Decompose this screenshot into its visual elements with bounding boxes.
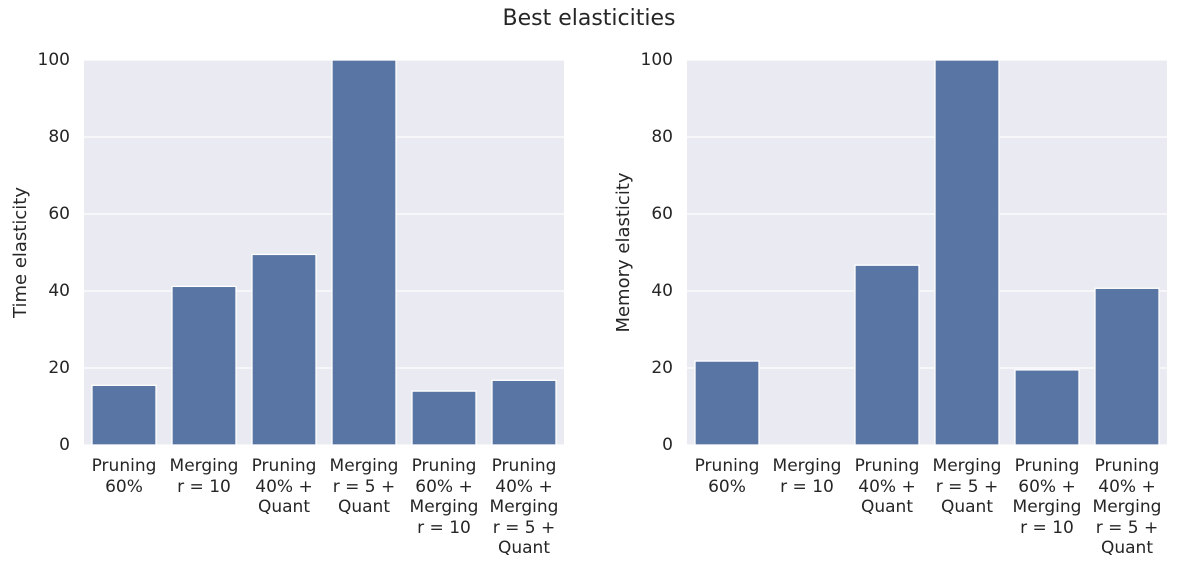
x-tick-label: Pruning 60% + Merging r = 10 [1012,456,1082,538]
bar [251,253,317,446]
bar [694,360,760,446]
bar [491,379,557,446]
y-tick-label: 60 [651,204,673,224]
y-tick-label: 20 [48,358,70,378]
bar [1094,287,1160,446]
x-tick-label: Merging r = 5 + Quant [932,456,1002,517]
y-tick-label: 100 [641,50,673,70]
y-tick-label: 0 [59,435,70,455]
y-tick-label: 20 [651,358,673,378]
bar [1014,369,1080,446]
x-tick-label: Merging r = 5 + Quant [329,456,399,517]
x-tick-label: Pruning 60% + Merging r = 10 [409,456,479,538]
plot-background [687,60,1167,445]
y-tick-label: 40 [48,281,70,301]
bar [91,384,157,446]
x-tick-label: Pruning 40% + Quant [854,456,920,517]
y-tick-label: 0 [662,435,673,455]
y-tick-label: 80 [651,127,673,147]
y-tick-label: 40 [651,281,673,301]
y-axis-label: Memory elasticity [613,172,634,332]
figure-title: Best elasticities [502,6,676,31]
x-tick-label: Pruning 40% + Merging r = 5 + Quant [1092,456,1162,558]
x-tick-label: Pruning 60% [694,456,760,497]
bar [331,59,397,446]
y-tick-label: 80 [48,127,70,147]
x-tick-label: Pruning 40% + Merging r = 5 + Quant [489,456,559,558]
x-tick-label: Pruning 40% + Quant [251,456,317,517]
bar [411,390,477,446]
y-axis-label: Time elasticity [10,187,31,319]
x-tick-label: Merging r = 10 [772,456,842,497]
y-tick-label: 60 [48,204,70,224]
plot-background [84,60,564,445]
bar [171,285,237,446]
bar [854,264,920,446]
y-tick-label: 100 [38,50,70,70]
x-tick-label: Merging r = 10 [169,456,239,497]
bar [934,59,1000,446]
x-tick-label: Pruning 60% [91,456,157,497]
